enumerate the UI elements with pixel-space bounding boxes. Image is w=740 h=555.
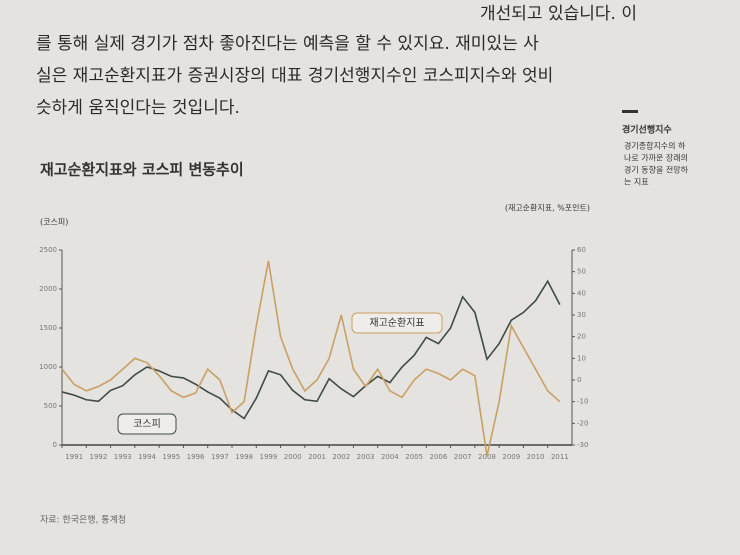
sidebar-line: 나로 가까운 장래의 (624, 153, 688, 163)
legend-box (117, 413, 177, 435)
body-line: 실은 재고순환지표가 증권시장의 대표 경기선행지수인 코스피지수와 엇비 (36, 66, 553, 86)
x-tick-label: 1999 (260, 453, 278, 461)
y-tick-label: 500 (44, 402, 57, 410)
y2-tick-label: 10 (577, 354, 586, 362)
y-tick-label: 0 (53, 441, 57, 449)
y-tick-label: 1500 (39, 324, 57, 332)
y2-tick-label: -30 (577, 441, 588, 449)
y2-tick-label: 40 (577, 289, 586, 297)
y2-tick-label: 30 (577, 311, 586, 319)
legend-box (351, 312, 443, 334)
x-tick-label: 1998 (235, 453, 253, 461)
y-axis-label: (코스피) (40, 218, 68, 227)
body-line: 슷하게 움직인다는 것입니다. (36, 98, 240, 118)
y-tick-label: 1000 (39, 363, 57, 371)
x-tick-label: 1992 (90, 453, 108, 461)
x-tick-label: 2011 (551, 453, 569, 461)
x-tick-label: 2000 (284, 453, 302, 461)
x-tick-label: 1996 (187, 453, 205, 461)
series-line (61, 260, 561, 457)
sidebar-term: 경기선행지수 (622, 124, 672, 136)
x-tick-label: 2009 (502, 453, 520, 461)
sidebar-line: 경기 동향을 전망하 (624, 165, 689, 175)
y-tick-label: 2500 (39, 246, 57, 254)
y2-tick-label: -20 (577, 419, 588, 427)
series-line (61, 279, 561, 420)
x-tick-label: 2002 (332, 453, 350, 461)
legend-label: 재고순환지표 (369, 317, 424, 329)
x-tick-label: 2003 (357, 453, 375, 461)
legend-label: 코스피 (133, 418, 161, 430)
sidebar-rule (622, 110, 638, 113)
y2-tick-label: -10 (577, 398, 588, 406)
sidebar-line: 는 지표 (624, 178, 649, 187)
y2-tick-label: 60 (577, 246, 586, 254)
x-tick-label: 2004 (381, 453, 399, 461)
y2-tick-label: 20 (577, 333, 586, 341)
source: 자료: 한국은행, 통계청 (40, 514, 126, 526)
x-tick-label: 1997 (211, 453, 229, 461)
y2-axis-label: (재고순환지표, %포인트) (505, 203, 590, 213)
x-tick-label: 2006 (430, 453, 448, 461)
x-tick-label: 2010 (527, 453, 545, 461)
x-tick-label: 1995 (162, 453, 180, 461)
x-tick-label: 2001 (308, 453, 326, 461)
y2-tick-label: 0 (577, 376, 581, 384)
chart-title: 재고순환지표와 코스피 변동추이 (40, 161, 244, 179)
y2-tick-label: 50 (577, 268, 586, 276)
x-tick-label: 2008 (478, 453, 496, 461)
body-line: 를 통해 실제 경기가 점차 좋아진다는 예측을 할 수 있지요. 재미있는 사 (36, 34, 539, 54)
x-tick-label: 2007 (454, 453, 472, 461)
body-line: 개선되고 있습니다. 이 (480, 4, 637, 24)
x-tick-label: 2005 (405, 453, 423, 461)
y-tick-label: 2000 (39, 285, 57, 293)
x-tick-label: 1991 (65, 453, 83, 461)
sidebar-line: 경기종합지수의 하 (624, 141, 686, 151)
x-tick-label: 1994 (138, 453, 156, 461)
x-tick-label: 1993 (114, 453, 132, 461)
